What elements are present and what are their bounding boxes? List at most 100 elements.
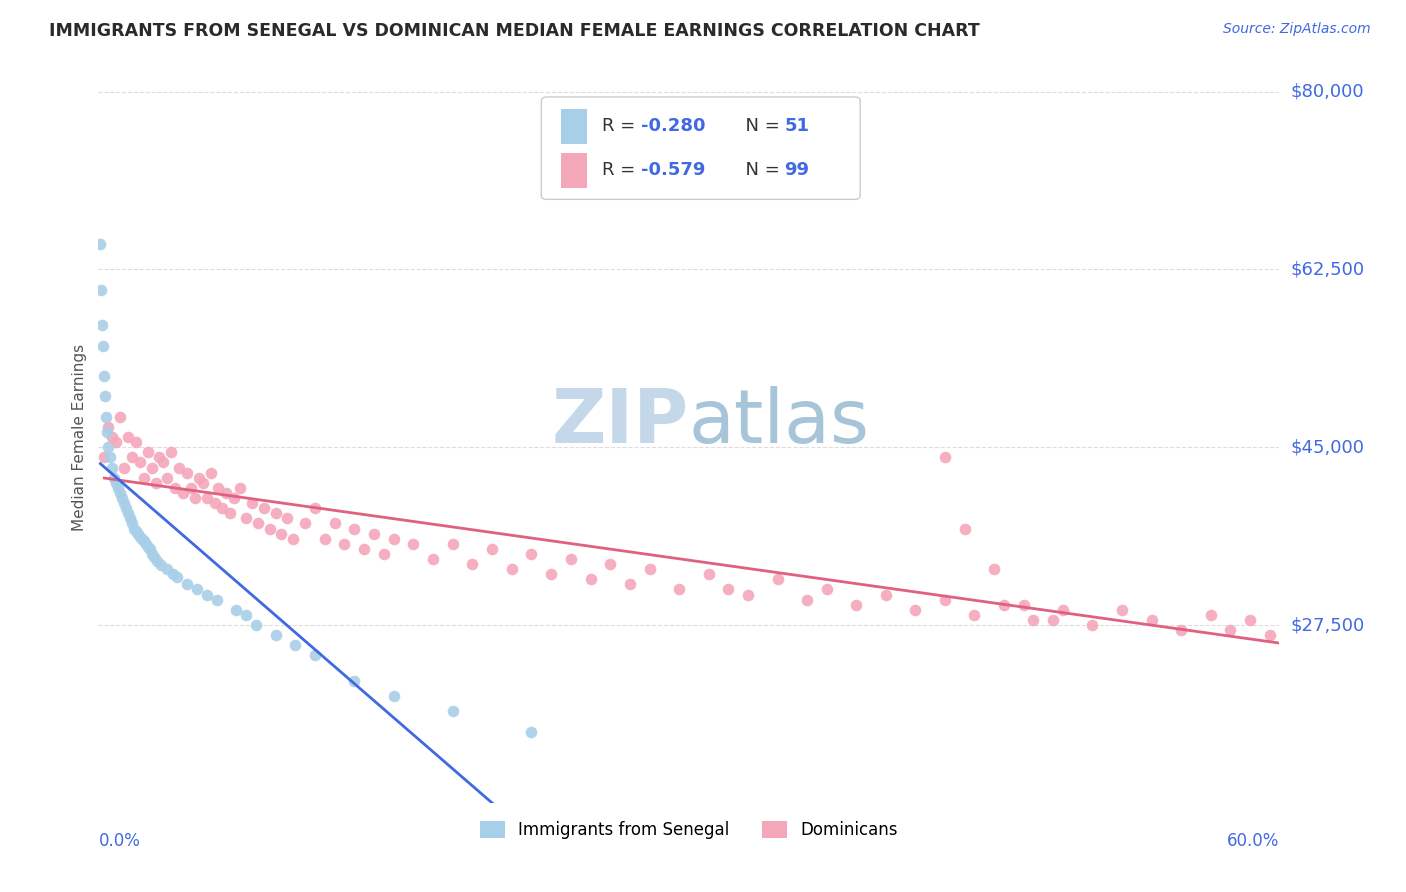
Point (136, 540, 159, 554)
Point (1140, 613, 1163, 627)
Point (229, 481, 252, 495)
Point (105, 475, 128, 490)
Point (93, 450, 115, 465)
Point (934, 592, 956, 607)
Point (146, 554, 169, 568)
Point (276, 511, 298, 525)
Point (191, 475, 214, 490)
Point (993, 598, 1015, 612)
Point (934, 450, 956, 465)
Point (160, 445, 183, 459)
Point (107, 481, 129, 495)
Legend: Immigrants from Senegal, Dominicans: Immigrants from Senegal, Dominicans (472, 814, 905, 846)
Point (125, 435, 148, 450)
Point (540, 567, 562, 582)
Text: -0.280: -0.280 (641, 117, 704, 136)
Point (638, 562, 661, 576)
Point (103, 471, 125, 485)
Point (1022, 613, 1045, 627)
Point (1199, 607, 1222, 622)
Point (165, 481, 187, 495)
Point (904, 603, 927, 617)
Point (162, 567, 184, 582)
Point (142, 549, 165, 564)
Point (1288, 618, 1310, 632)
Point (284, 638, 307, 652)
Text: $27,500: $27,500 (1291, 616, 1365, 634)
Point (520, 547, 543, 561)
Point (141, 547, 163, 561)
Point (91, 318, 114, 333)
Point (125, 524, 148, 538)
Point (1111, 603, 1133, 617)
Point (343, 521, 366, 535)
Point (283, 532, 305, 546)
Point (875, 588, 897, 602)
Point (90, 283, 112, 297)
Text: 0.0%: 0.0% (98, 832, 141, 850)
Point (382, 689, 405, 703)
Text: R =: R = (602, 161, 641, 179)
Point (101, 430, 124, 444)
Point (697, 567, 720, 582)
Point (176, 577, 198, 591)
Point (200, 466, 222, 480)
Point (105, 435, 128, 450)
Point (1012, 598, 1035, 612)
Point (141, 460, 163, 475)
Point (579, 572, 602, 586)
Point (219, 506, 242, 520)
Point (235, 511, 257, 525)
Point (737, 588, 759, 602)
Point (1308, 633, 1330, 648)
Point (152, 455, 174, 469)
Point (148, 450, 170, 465)
Point (111, 491, 134, 505)
Text: -0.579: -0.579 (641, 161, 704, 179)
Point (333, 537, 356, 551)
Point (1367, 638, 1389, 652)
Text: N =: N = (734, 117, 786, 136)
Point (304, 648, 326, 663)
Point (118, 511, 141, 525)
Point (122, 521, 145, 535)
Point (172, 486, 194, 500)
Point (117, 430, 139, 444)
Point (343, 673, 366, 688)
FancyBboxPatch shape (561, 109, 588, 144)
Point (246, 516, 269, 531)
Point (1239, 613, 1261, 627)
Point (304, 501, 326, 516)
Point (240, 496, 263, 510)
Point (166, 570, 188, 584)
Point (953, 521, 976, 535)
Point (441, 537, 464, 551)
Point (225, 603, 247, 617)
Point (264, 628, 287, 642)
Point (176, 466, 198, 480)
Point (94, 389, 117, 403)
Point (245, 618, 267, 632)
Point (599, 557, 621, 571)
Text: IMMIGRANTS FROM SENEGAL VS DOMINICAN MEDIAN FEMALE EARNINGS CORRELATION CHART: IMMIGRANTS FROM SENEGAL VS DOMINICAN MED… (49, 22, 980, 40)
Point (138, 541, 160, 556)
Point (215, 486, 238, 500)
Point (314, 532, 336, 546)
Point (382, 532, 405, 546)
Point (796, 592, 818, 607)
Text: Source: ZipAtlas.com: Source: ZipAtlas.com (1223, 22, 1371, 37)
FancyBboxPatch shape (561, 153, 588, 187)
Point (180, 481, 202, 495)
Point (167, 460, 190, 475)
Point (560, 552, 582, 566)
Point (373, 547, 395, 561)
Point (115, 501, 138, 516)
Point (845, 598, 868, 612)
Text: $80,000: $80,000 (1291, 83, 1364, 101)
Point (93, 369, 115, 384)
Point (224, 491, 246, 505)
Point (481, 541, 503, 556)
Point (363, 526, 385, 541)
Point (520, 724, 543, 739)
Point (96, 409, 118, 424)
